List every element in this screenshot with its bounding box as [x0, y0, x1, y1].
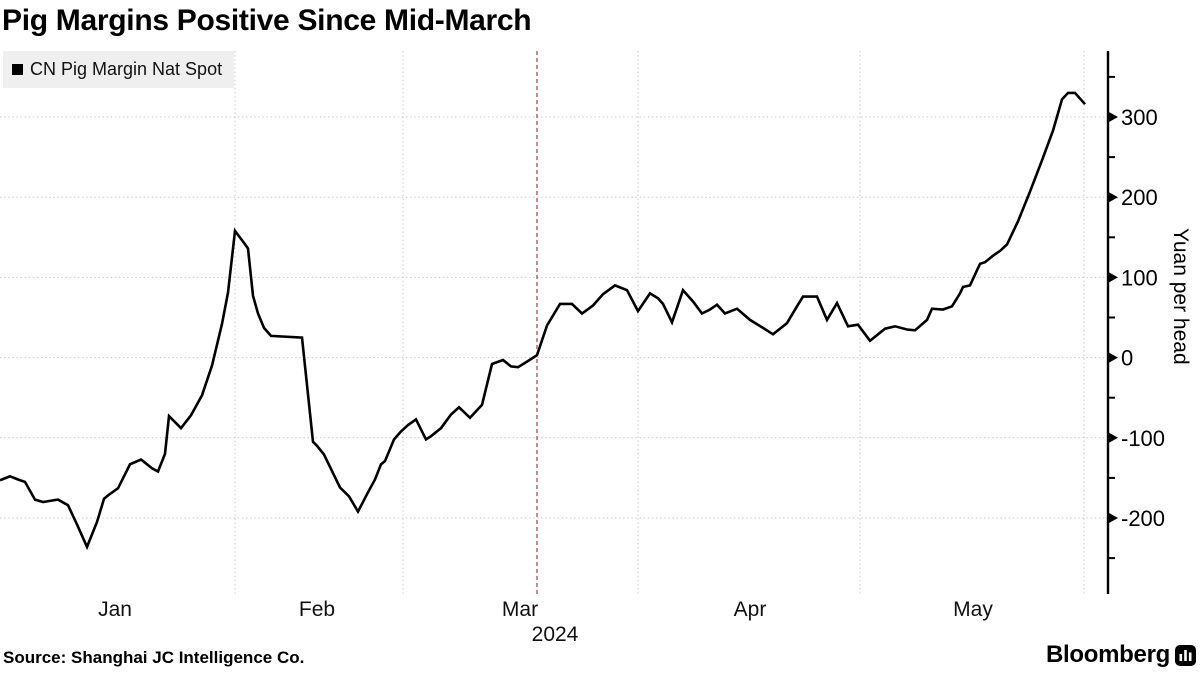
- legend-label: CN Pig Margin Nat Spot: [30, 59, 223, 79]
- y-tick-label: -100: [1121, 426, 1165, 451]
- y-tick-label: -200: [1121, 506, 1165, 531]
- y-tick-label: 200: [1121, 185, 1158, 210]
- y-major-tick-arrow-icon: [1109, 272, 1118, 283]
- legend: CN Pig Margin Nat Spot: [3, 51, 235, 88]
- y-major-tick-arrow-icon: [1109, 192, 1118, 203]
- pig-margin-series-line: [0, 91, 1086, 551]
- y-major-tick-arrow-icon: [1109, 513, 1118, 523]
- x-month-label: Feb: [299, 598, 335, 621]
- x-month-label: Jan: [98, 598, 132, 621]
- y-tick-label: 0: [1121, 346, 1133, 371]
- bloomberg-logo: Bloomberg: [1046, 641, 1196, 669]
- bloomberg-wordmark: Bloomberg: [1046, 641, 1170, 668]
- y-tick-label: 300: [1121, 105, 1158, 130]
- x-year-label: 2024: [532, 623, 579, 646]
- y-major-tick-arrow-icon: [1109, 112, 1118, 122]
- chart-title: Pig Margins Positive Since Mid-March: [2, 4, 532, 37]
- source-credit: Source: Shanghai JC Intelligence Co.: [3, 648, 305, 667]
- bloomberg-chart-icon: [1174, 644, 1196, 666]
- x-month-label: May: [953, 598, 993, 621]
- y-major-tick-arrow-icon: [1109, 432, 1118, 443]
- y-tick-label: 100: [1121, 265, 1158, 290]
- y-axis-title: Yuan per head: [1169, 228, 1192, 365]
- y-major-tick-arrow-icon: [1109, 352, 1118, 363]
- x-month-label: Apr: [734, 598, 767, 621]
- x-month-label: Mar: [502, 598, 538, 621]
- legend-swatch-icon: [12, 64, 23, 75]
